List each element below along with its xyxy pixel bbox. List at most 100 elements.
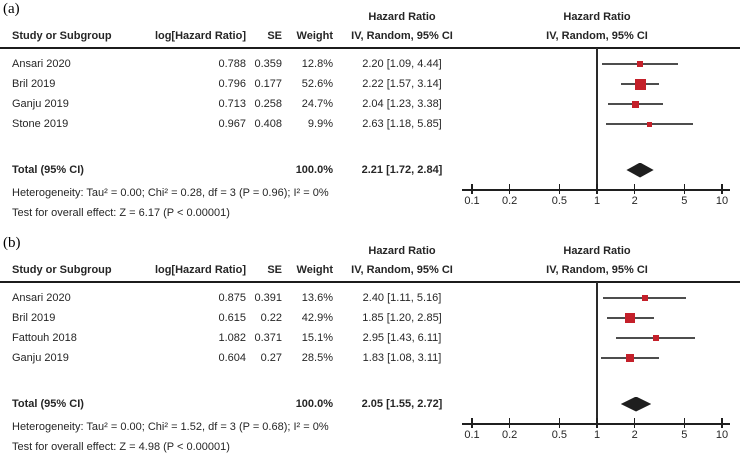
axis-tick-label: 0.2: [501, 429, 518, 441]
total-ci-text: 2.05 [1.55, 2.72]: [361, 398, 443, 410]
effect-marker: [625, 313, 636, 323]
header-rule: [0, 281, 740, 283]
axis-tick: [633, 184, 636, 194]
axis-tick-label: 0.2: [501, 195, 518, 207]
axis-tick: [558, 184, 561, 194]
study-row: Bril 2019 0.615 0.22 42.9% 1.85 [1.20, 2.85]: [0, 308, 740, 328]
axis-tick: [683, 418, 686, 428]
effect-header-plot: Hazard Ratio: [563, 245, 631, 257]
axis-tick: [721, 418, 723, 428]
overall-effect-text: Test for overall effect: Z = 6.17 (P < 0…: [12, 207, 230, 219]
se-value: 0.27: [260, 352, 282, 364]
panel-label: (a): [3, 1, 20, 17]
axis-tick-label: 2: [631, 195, 638, 207]
column-header-loghr: log[Hazard Ratio]: [154, 264, 246, 276]
heterogeneity-text: Heterogeneity: Tau² = 0.00; Chi² = 0.28,…: [12, 187, 329, 199]
weight-value: 15.1%: [301, 332, 333, 344]
column-header-se: SE: [267, 264, 282, 276]
study-row: Ansari 2020 0.788 0.359 12.8% 2.20 [1.09, 4.…: [0, 54, 740, 74]
axis-tick: [508, 184, 511, 194]
se-value: 0.177: [254, 78, 282, 90]
study-name: Bril 2019: [12, 312, 56, 324]
se-value: 0.258: [254, 98, 282, 110]
ci-text: 2.20 [1.09, 4.44]: [362, 58, 442, 70]
total-row: Total (95% CI) 100.0% 2.05 [1.55, 2.72]: [0, 394, 740, 414]
loghr-value: 0.788: [218, 58, 246, 70]
overall-effect-text: Test for overall effect: Z = 4.98 (P < 0…: [12, 441, 230, 453]
se-value: 0.22: [260, 312, 282, 324]
study-name: Bril 2019: [12, 78, 56, 90]
study-row: Bril 2019 0.796 0.177 52.6% 2.22 [1.57, 3.14…: [0, 74, 740, 94]
loghr-value: 0.967: [218, 118, 246, 130]
se-value: 0.408: [254, 118, 282, 130]
column-header-weight: Weight: [296, 264, 333, 276]
panel-b: (b) Hazard Ratio Hazard Ratio Study or S…: [0, 234, 740, 462]
effect-marker: [625, 354, 634, 362]
no-effect-line: [596, 48, 598, 190]
axis-tick-label: 0.5: [551, 195, 567, 207]
weight-value: 28.5%: [301, 352, 333, 364]
total-weight: 100.0%: [295, 398, 333, 410]
column-header-weight: Weight: [296, 30, 333, 42]
effect-marker: [634, 78, 646, 90]
header-rule: [0, 47, 740, 49]
loghr-value: 0.604: [218, 352, 246, 364]
panel-a: (a) Hazard Ratio Hazard Ratio Study or S…: [0, 1, 740, 219]
total-label: Total (95% CI): [12, 164, 84, 176]
ci-text: 1.85 [1.20, 2.85]: [362, 312, 442, 324]
axis-line: [462, 189, 730, 191]
ci-text: 2.04 [1.23, 3.38]: [362, 98, 442, 110]
weight-value: 24.7%: [301, 98, 333, 110]
effect-header-values: Hazard Ratio: [368, 245, 436, 257]
axis-tick-label: 0.1: [464, 429, 480, 441]
effect-marker: [632, 100, 640, 108]
column-header-study: Study or Subgroup: [12, 264, 112, 276]
axis-tick: [558, 418, 561, 428]
weight-value: 52.6%: [301, 78, 333, 90]
column-header-loghr: log[Hazard Ratio]: [154, 30, 246, 42]
study-row: Ansari 2020 0.875 0.391 13.6% 2.40 [1.11, 5.…: [0, 288, 740, 308]
loghr-value: 0.615: [218, 312, 246, 324]
study-row: Ganju 2019 0.713 0.258 24.7% 2.04 [1.23, 3.3…: [0, 94, 740, 114]
study-name: Ganju 2019: [12, 352, 69, 364]
no-effect-line: [596, 282, 598, 424]
axis-tick-label: 0.5: [551, 429, 567, 441]
column-header-study: Study or Subgroup: [12, 30, 112, 42]
ci-text: 1.83 [1.08, 3.11]: [362, 352, 442, 364]
axis-tick-label: 10: [715, 195, 729, 207]
axis-tick: [683, 184, 686, 194]
column-header-plot: IV, Random, 95% CI: [546, 264, 648, 276]
axis-line: [462, 423, 730, 425]
axis-tick: [596, 184, 598, 194]
axis-tick-label: 1: [593, 429, 601, 441]
study-name: Stone 2019: [12, 118, 69, 130]
ci-text: 2.22 [1.57, 3.14]: [362, 78, 442, 90]
axis-tick-label: 10: [715, 429, 729, 441]
study-row: Fattouh 2018 1.082 0.371 15.1% 2.95 [1.43, 6…: [0, 328, 740, 348]
se-value: 0.371: [254, 332, 282, 344]
total-weight: 100.0%: [295, 164, 333, 176]
axis-tick-label: 2: [631, 429, 638, 441]
weight-value: 13.6%: [301, 292, 333, 304]
column-header-ci: IV, Random, 95% CI: [351, 264, 453, 276]
loghr-value: 0.875: [218, 292, 246, 304]
axis-tick: [471, 418, 473, 428]
axis-tick-label: 5: [681, 195, 688, 207]
total-label: Total (95% CI): [12, 398, 84, 410]
loghr-value: 1.082: [218, 332, 246, 344]
axis-tick: [508, 418, 511, 428]
axis-tick-label: 5: [681, 429, 688, 441]
axis-tick: [721, 184, 723, 194]
study-name: Ansari 2020: [12, 292, 71, 304]
weight-value: 42.9%: [301, 312, 333, 324]
effect-marker: [641, 295, 648, 301]
axis-tick-label: 1: [593, 195, 601, 207]
se-value: 0.391: [254, 292, 282, 304]
weight-value: 12.8%: [301, 58, 333, 70]
study-name: Ganju 2019: [12, 98, 69, 110]
axis-tick: [596, 418, 598, 428]
ci-text: 2.95 [1.43, 6.11]: [362, 332, 442, 344]
study-row: Stone 2019 0.967 0.408 9.9% 2.63 [1.18, 5.85…: [0, 114, 740, 134]
panel-label: (b): [3, 235, 21, 251]
loghr-value: 0.713: [218, 98, 246, 110]
